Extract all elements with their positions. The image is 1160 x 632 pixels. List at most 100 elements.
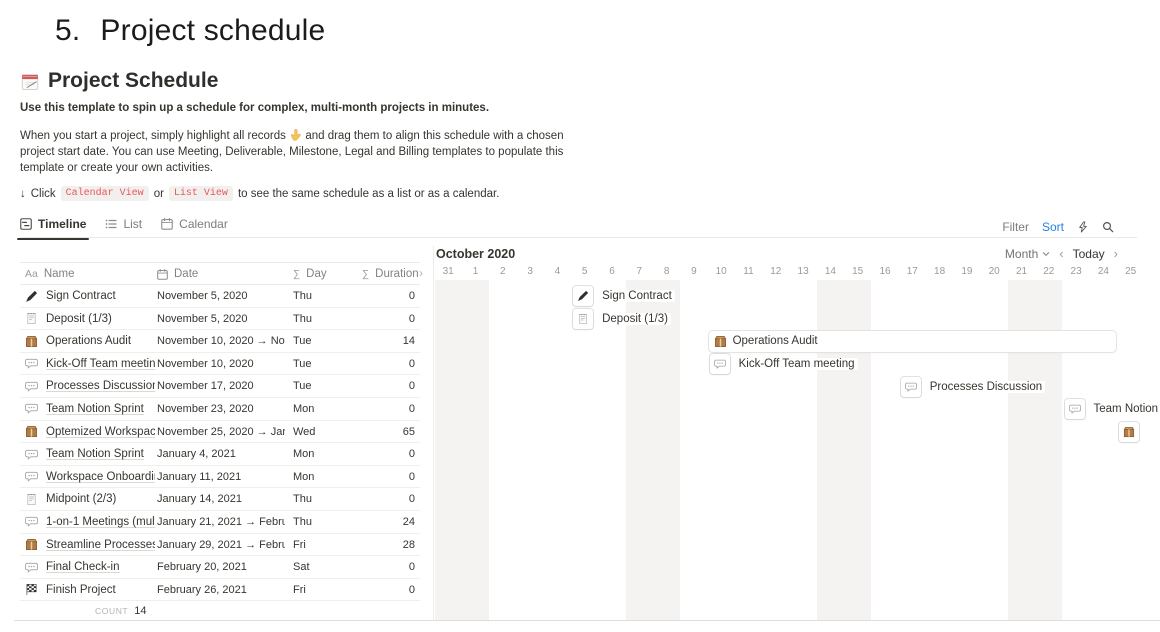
receipt-icon <box>25 493 38 506</box>
row-day-cell[interactable]: Thu <box>293 493 312 506</box>
row-date-cell[interactable]: January 11, 2021 <box>157 470 242 483</box>
search-icon[interactable] <box>1102 221 1114 233</box>
row-day-cell[interactable]: Mon <box>293 470 315 483</box>
row-date-cell[interactable]: November 10, 2020 → Novem <box>157 335 285 348</box>
row-duration-cell[interactable]: 65 <box>402 425 415 438</box>
column-header-name[interactable]: Aa Name <box>25 263 75 285</box>
filter-button[interactable]: Filter <box>1002 220 1029 234</box>
timeline-expand-chevron[interactable]: › <box>419 266 423 280</box>
today-button[interactable]: Today <box>1072 246 1105 261</box>
row-name-cell[interactable]: Kick-Off Team meeting <box>25 353 155 375</box>
row-day-cell[interactable]: Mon <box>293 402 315 415</box>
row-duration-cell[interactable]: 0 <box>408 357 415 370</box>
table-row[interactable]: Processes Discussion November 17, 2020 Tue… <box>20 375 420 398</box>
row-date-cell[interactable]: February 26, 2021 <box>157 583 247 596</box>
row-date-cell[interactable]: February 20, 2021 <box>157 561 247 574</box>
tab-list[interactable]: List <box>105 217 142 238</box>
timeline-card[interactable]: Kick-Off Team meeting <box>709 353 858 374</box>
row-name-cell[interactable]: Final Check-in <box>25 556 120 578</box>
row-name-text: Kick-Off Team meeting <box>46 357 155 370</box>
row-duration-cell[interactable]: 24 <box>402 515 415 528</box>
table-row[interactable]: Workspace Onboarding January 11, 2021 Mon 0 <box>20 466 420 489</box>
row-name-cell[interactable]: Deposit (1/3) <box>25 308 112 330</box>
row-name-cell[interactable]: Workspace Onboarding <box>25 466 155 488</box>
row-day-cell[interactable]: Thu <box>293 515 312 528</box>
table-row[interactable]: Streamline Processes January 29, 2021 → F… <box>20 534 420 557</box>
tab-timeline[interactable]: Timeline <box>16 217 90 240</box>
row-name-cell[interactable]: Sign Contract <box>25 285 116 307</box>
table-row[interactable]: Operations Audit November 10, 2020 → Nove… <box>20 330 420 353</box>
speech-icon <box>25 380 38 393</box>
row-name-cell[interactable]: Finish Project <box>25 579 116 601</box>
row-date-cell[interactable]: November 23, 2020 <box>157 402 254 415</box>
bolt-icon[interactable] <box>1077 221 1089 233</box>
row-duration-cell[interactable]: 0 <box>408 561 415 574</box>
row-date-cell[interactable]: November 25, 2020 → Janua <box>157 425 285 438</box>
row-name-cell[interactable]: Team Notion Sprint <box>25 398 144 420</box>
row-duration-cell[interactable]: 0 <box>408 470 415 483</box>
timeline-card[interactable]: Team Notion Sprint <box>1064 399 1160 420</box>
table-row[interactable]: Midpoint (2/3) January 14, 2021 Thu 0 <box>20 488 420 511</box>
table-row[interactable]: Team Notion Sprint November 23, 2020 Mon 0 <box>20 398 420 421</box>
row-duration-cell[interactable]: 0 <box>408 380 415 393</box>
table-row[interactable]: Final Check-in February 20, 2021 Sat 0 <box>20 556 420 579</box>
sort-button[interactable]: Sort <box>1041 220 1064 234</box>
next-month-button[interactable]: › <box>1113 246 1118 261</box>
row-duration-cell[interactable]: 0 <box>408 583 415 596</box>
row-duration-cell[interactable]: 14 <box>402 335 415 348</box>
row-date-cell[interactable]: November 10, 2020 <box>157 357 254 370</box>
row-day-cell[interactable]: Wed <box>293 425 316 438</box>
row-name-cell[interactable]: Streamline Processes <box>25 534 155 556</box>
row-date-cell[interactable]: November 5, 2020 <box>157 290 248 302</box>
column-header-day[interactable]: ∑ Day <box>293 263 327 285</box>
table-row[interactable]: Finish Project February 26, 2021 Fri 0 <box>20 579 420 602</box>
row-name-cell[interactable]: Processes Discussion <box>25 375 155 397</box>
timeline-card[interactable]: Sign Contract <box>573 286 675 306</box>
row-day-cell[interactable]: Tue <box>293 357 312 370</box>
row-duration-cell[interactable]: 0 <box>408 290 415 302</box>
row-date-cell[interactable]: January 14, 2021 <box>157 493 243 506</box>
column-header-label: Duration <box>375 268 419 280</box>
table-row[interactable]: Kick-Off Team meeting November 10, 2020 Tu… <box>20 353 420 376</box>
row-day-cell[interactable]: Mon <box>293 448 315 461</box>
row-duration-cell[interactable]: 28 <box>402 538 415 551</box>
row-date-cell[interactable]: January 4, 2021 <box>157 448 236 461</box>
table-row[interactable]: Deposit (1/3) November 5, 2020 Thu 0 <box>20 308 420 331</box>
table-row[interactable]: Sign Contract November 5, 2020 Thu 0 <box>20 285 420 308</box>
row-day-cell[interactable]: Tue <box>293 380 312 393</box>
row-name-cell[interactable]: Operations Audit <box>25 330 131 352</box>
row-day-cell[interactable]: Sat <box>293 561 310 574</box>
row-date-cell[interactable]: November 17, 2020 <box>157 380 254 393</box>
row-duration-cell[interactable]: 0 <box>408 402 415 415</box>
package-icon <box>25 538 38 551</box>
row-name-cell[interactable]: Optemized Workspace <box>25 421 155 443</box>
timeline-card[interactable] <box>1119 421 1140 442</box>
row-date-cell[interactable]: January 29, 2021 → February <box>157 538 285 551</box>
row-day-cell[interactable]: Tue <box>293 335 312 348</box>
timeline-card[interactable]: Deposit (1/3) <box>573 308 671 329</box>
row-duration-cell[interactable]: 0 <box>408 493 415 506</box>
table-row[interactable]: Team Notion Sprint January 4, 2021 Mon 0 <box>20 443 420 466</box>
column-header-duration[interactable]: ∑ Duration <box>362 263 419 285</box>
table-row[interactable]: Optemized Workspace November 25, 2020 → J… <box>20 421 420 444</box>
timeline-bar[interactable]: Operations Audit <box>708 330 1117 352</box>
row-date-cell[interactable]: November 5, 2020 <box>157 312 248 325</box>
row-day-cell[interactable]: Fri <box>293 538 306 551</box>
row-name-cell[interactable]: Team Notion Sprint <box>25 443 144 465</box>
table-row[interactable]: 1-on-1 Meetings (multipleJanuary 21, 202… <box>20 511 420 534</box>
row-day-cell[interactable]: Thu <box>293 290 312 302</box>
prev-month-button[interactable]: ‹ <box>1059 246 1064 261</box>
tab-calendar[interactable]: Calendar <box>161 217 228 238</box>
row-day-cell[interactable]: Thu <box>293 312 312 325</box>
column-header-date[interactable]: Date <box>157 263 198 285</box>
row-duration-cell[interactable]: 0 <box>408 448 415 461</box>
row-duration-cell[interactable]: 0 <box>408 312 415 325</box>
row-date-cell[interactable]: January 21, 2021 → February <box>157 515 285 528</box>
row-name-cell[interactable]: 1-on-1 Meetings (multiple <box>25 511 155 533</box>
row-name-cell[interactable]: Midpoint (2/3) <box>25 488 116 510</box>
row-day-cell[interactable]: Fri <box>293 583 306 596</box>
timeline-card[interactable]: Processes Discussion <box>900 376 1046 397</box>
zoom-level-dropdown[interactable]: Month <box>1005 247 1050 261</box>
aa-icon: Aa <box>25 268 38 280</box>
